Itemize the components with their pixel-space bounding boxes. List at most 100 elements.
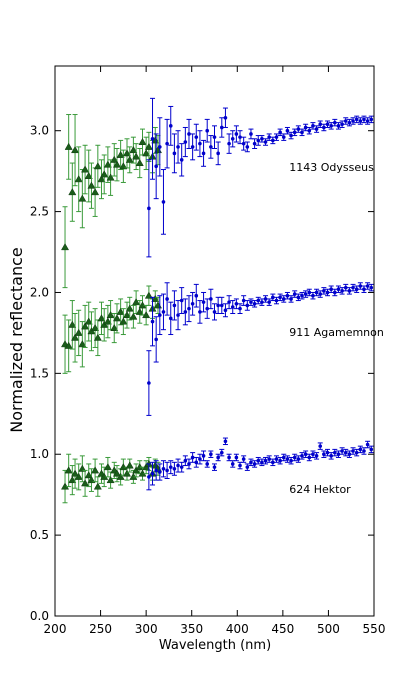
- data-point: [303, 452, 308, 457]
- data-point: [318, 292, 323, 296]
- data-point: [81, 479, 90, 487]
- data-point: [74, 472, 83, 480]
- data-point: [179, 158, 184, 162]
- data-point: [116, 307, 125, 315]
- data-point: [125, 304, 134, 312]
- data-point: [205, 128, 210, 133]
- data-point: [322, 125, 326, 130]
- data-point: [71, 469, 80, 477]
- data-point: [314, 127, 319, 131]
- data-point: [336, 124, 341, 128]
- data-point: [122, 311, 132, 319]
- data-point: [351, 119, 355, 123]
- data-point: [205, 306, 210, 311]
- data-point: [172, 466, 177, 471]
- data-point: [249, 300, 253, 304]
- data-point: [183, 458, 188, 463]
- data-point: [147, 206, 151, 211]
- data-point: [168, 124, 173, 128]
- data-point: [78, 340, 87, 348]
- data-point: [289, 458, 293, 463]
- data-point: [150, 471, 155, 476]
- data-point: [347, 120, 352, 125]
- data-point: [190, 145, 195, 149]
- data-point: [194, 293, 199, 298]
- data-point: [190, 455, 195, 460]
- data-point: [227, 141, 231, 146]
- data-point: [263, 458, 268, 463]
- data-point: [74, 328, 83, 336]
- data-point: [194, 460, 199, 465]
- data-point: [230, 462, 235, 466]
- data-point: [84, 471, 93, 479]
- y-tick-label: 1.5: [30, 366, 49, 380]
- data-point: [112, 160, 122, 168]
- data-point: [303, 125, 308, 130]
- data-point: [274, 298, 279, 303]
- data-point: [161, 466, 166, 471]
- data-point: [135, 158, 144, 167]
- data-point: [340, 289, 344, 293]
- data-point: [329, 454, 333, 458]
- data-point: [142, 311, 151, 319]
- data-point: [252, 141, 257, 146]
- data-point: [93, 482, 102, 490]
- data-point: [271, 138, 275, 143]
- data-point: [234, 455, 239, 460]
- data-point: [91, 188, 100, 196]
- data-point: [245, 145, 250, 149]
- data-point: [256, 138, 261, 143]
- data-point: [154, 468, 158, 473]
- data-point: [168, 465, 173, 469]
- data-point: [329, 124, 333, 128]
- data-point: [278, 295, 282, 300]
- data-point: [340, 449, 344, 453]
- data-point: [93, 162, 102, 170]
- data-point: [263, 297, 268, 301]
- data-point: [263, 140, 268, 144]
- data-point: [336, 287, 341, 292]
- data-point: [91, 323, 100, 332]
- data-point: [147, 381, 151, 385]
- data-point: [138, 137, 147, 145]
- visible-series: [146, 282, 374, 416]
- data-point: [241, 141, 246, 146]
- data-point: [116, 472, 125, 480]
- asteroid-label: 911 Agamemnon: [289, 326, 384, 339]
- visible-series: [146, 437, 374, 491]
- data-point: [311, 452, 315, 457]
- data-point: [296, 127, 301, 131]
- data-point: [336, 452, 341, 457]
- data-point: [358, 447, 363, 452]
- data-point: [292, 130, 297, 135]
- data-point: [285, 457, 290, 461]
- data-point: [289, 297, 293, 301]
- data-point: [285, 128, 290, 133]
- uv-series: [60, 114, 163, 289]
- data-point: [91, 466, 100, 474]
- data-point: [216, 303, 220, 308]
- data-point: [154, 164, 158, 169]
- data-point: [209, 145, 213, 149]
- data-point: [135, 307, 144, 315]
- data-point: [187, 306, 191, 311]
- data-point: [100, 170, 109, 178]
- data-point: [201, 454, 206, 458]
- data-point: [311, 293, 315, 298]
- data-point: [219, 450, 224, 455]
- data-point: [142, 149, 151, 157]
- data-point: [97, 175, 106, 183]
- data-point: [209, 297, 213, 301]
- data-point: [281, 135, 286, 139]
- plot-frame: [54, 65, 375, 617]
- data-point: [333, 120, 337, 125]
- data-point: [354, 450, 359, 455]
- y-tick-label: 0.5: [30, 528, 49, 542]
- data-point: [125, 155, 134, 163]
- y-axis-label: Normalized reflectance: [7, 247, 26, 432]
- data-point: [333, 450, 337, 455]
- data-point: [187, 462, 191, 466]
- data-point: [260, 460, 264, 465]
- data-point: [292, 455, 297, 460]
- data-point: [362, 449, 366, 453]
